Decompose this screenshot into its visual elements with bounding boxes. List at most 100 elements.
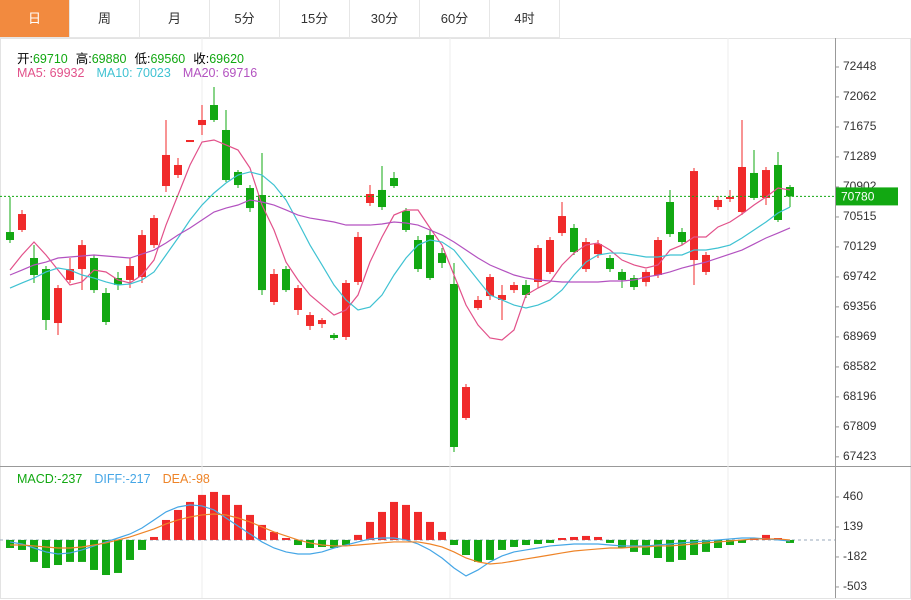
- candle-body: [510, 285, 518, 291]
- macd-bar: [234, 504, 242, 540]
- candle-body: [594, 244, 602, 255]
- candle-body: [114, 278, 122, 286]
- macd-bar: [678, 539, 686, 560]
- macd-bar: [702, 539, 710, 552]
- candle-body: [678, 232, 686, 243]
- candle-body: [78, 245, 86, 270]
- candle-body: [294, 288, 302, 310]
- macd-bar: [546, 539, 554, 543]
- macd-bar: [66, 539, 74, 562]
- macd-bar: [426, 521, 434, 540]
- macd-bar: [786, 539, 794, 543]
- y-tick-label: 68582: [843, 359, 877, 373]
- candle-body: [726, 197, 734, 199]
- macd-bar: [258, 524, 266, 540]
- last-price-label: 70780: [841, 190, 875, 204]
- macd-bar: [558, 538, 566, 540]
- candle-body: [414, 240, 422, 270]
- legend-value: -237: [57, 472, 83, 486]
- y-tick-label: 70515: [843, 209, 877, 223]
- tab[interactable]: 4时: [490, 0, 560, 38]
- info-item: 开:69710: [17, 48, 68, 67]
- macd-bar: [150, 536, 158, 540]
- candle-body: [402, 210, 410, 231]
- tab[interactable]: 月: [140, 0, 210, 38]
- macd-bar: [738, 539, 746, 543]
- macd-bar: [6, 539, 14, 548]
- candle-body: [258, 195, 266, 291]
- candle-body: [486, 277, 494, 297]
- candle-body: [474, 299, 482, 309]
- legend-item: MACD:-237: [17, 472, 82, 486]
- candle-body: [330, 334, 338, 338]
- macd-bar: [210, 491, 218, 540]
- candle-body: [150, 218, 158, 246]
- candle-body: [222, 129, 230, 181]
- macd-line: [9, 504, 791, 577]
- macd-bar: [126, 539, 134, 560]
- y-tick-label: 460: [843, 489, 863, 503]
- candle-body: [438, 253, 446, 263]
- tab[interactable]: 周: [70, 0, 140, 38]
- info-value: 69710: [32, 52, 68, 66]
- macd-bar: [618, 539, 626, 548]
- y-tick-label: 71289: [843, 149, 877, 163]
- info-label: 低:: [134, 52, 151, 66]
- legend-name: DEA:: [162, 472, 192, 486]
- y-tick-label: 67423: [843, 449, 877, 463]
- candle-body: [462, 387, 470, 418]
- macd-bar: [42, 539, 50, 568]
- candle-body: [522, 285, 530, 296]
- candle-body: [618, 271, 626, 280]
- tab[interactable]: 5分: [210, 0, 280, 38]
- info-label: 收:: [193, 52, 210, 66]
- y-tick-label: -182: [843, 549, 867, 563]
- macd-bar: [498, 539, 506, 550]
- macd-bar: [450, 539, 458, 546]
- candle-body: [750, 172, 758, 198]
- y-tick-label: 67809: [843, 419, 877, 433]
- macd-bar: [282, 538, 290, 540]
- info-value: 69880: [91, 52, 127, 66]
- candle-body: [762, 170, 770, 198]
- tab[interactable]: 日: [0, 0, 70, 38]
- legend-value: -98: [191, 472, 210, 486]
- macd-bar: [102, 539, 110, 576]
- candle-body: [162, 154, 170, 187]
- legend-value: 69932: [49, 66, 85, 80]
- candle-body: [606, 258, 614, 270]
- macd-bar: [306, 539, 314, 548]
- candle-body: [498, 295, 506, 300]
- macd-bar: [654, 539, 662, 558]
- candle-body: [234, 171, 242, 186]
- macd-bar: [378, 511, 386, 540]
- macd-bar: [354, 534, 362, 540]
- y-tick-label: 72062: [843, 89, 877, 103]
- macd-bar: [666, 539, 674, 562]
- info-item: 收:69620: [193, 48, 244, 67]
- legend-name: MA5:: [17, 66, 47, 80]
- y-tick-label: 68969: [843, 329, 877, 343]
- macd-bar: [162, 519, 170, 540]
- candle-body: [102, 292, 110, 323]
- macd-bar: [342, 539, 350, 546]
- candle-body: [774, 164, 782, 220]
- info-value: 69560: [150, 52, 186, 66]
- legend-value: 70023: [136, 66, 171, 80]
- tab[interactable]: 15分: [280, 0, 350, 38]
- candle-body: [354, 236, 362, 282]
- candle-body: [198, 119, 206, 126]
- y-tick-label: 70129: [843, 239, 877, 253]
- candle-body: [186, 140, 194, 143]
- candle-body: [90, 258, 98, 291]
- candle-body: [558, 216, 566, 234]
- candle-body: [210, 105, 218, 120]
- macd-bar: [390, 501, 398, 540]
- macd-bar: [414, 511, 422, 540]
- ma-line: [9, 199, 791, 283]
- candle-body: [582, 242, 590, 270]
- tab[interactable]: 30分: [350, 0, 420, 38]
- candle-body: [390, 178, 398, 187]
- tab[interactable]: 60分: [420, 0, 490, 38]
- candle-body: [702, 254, 710, 272]
